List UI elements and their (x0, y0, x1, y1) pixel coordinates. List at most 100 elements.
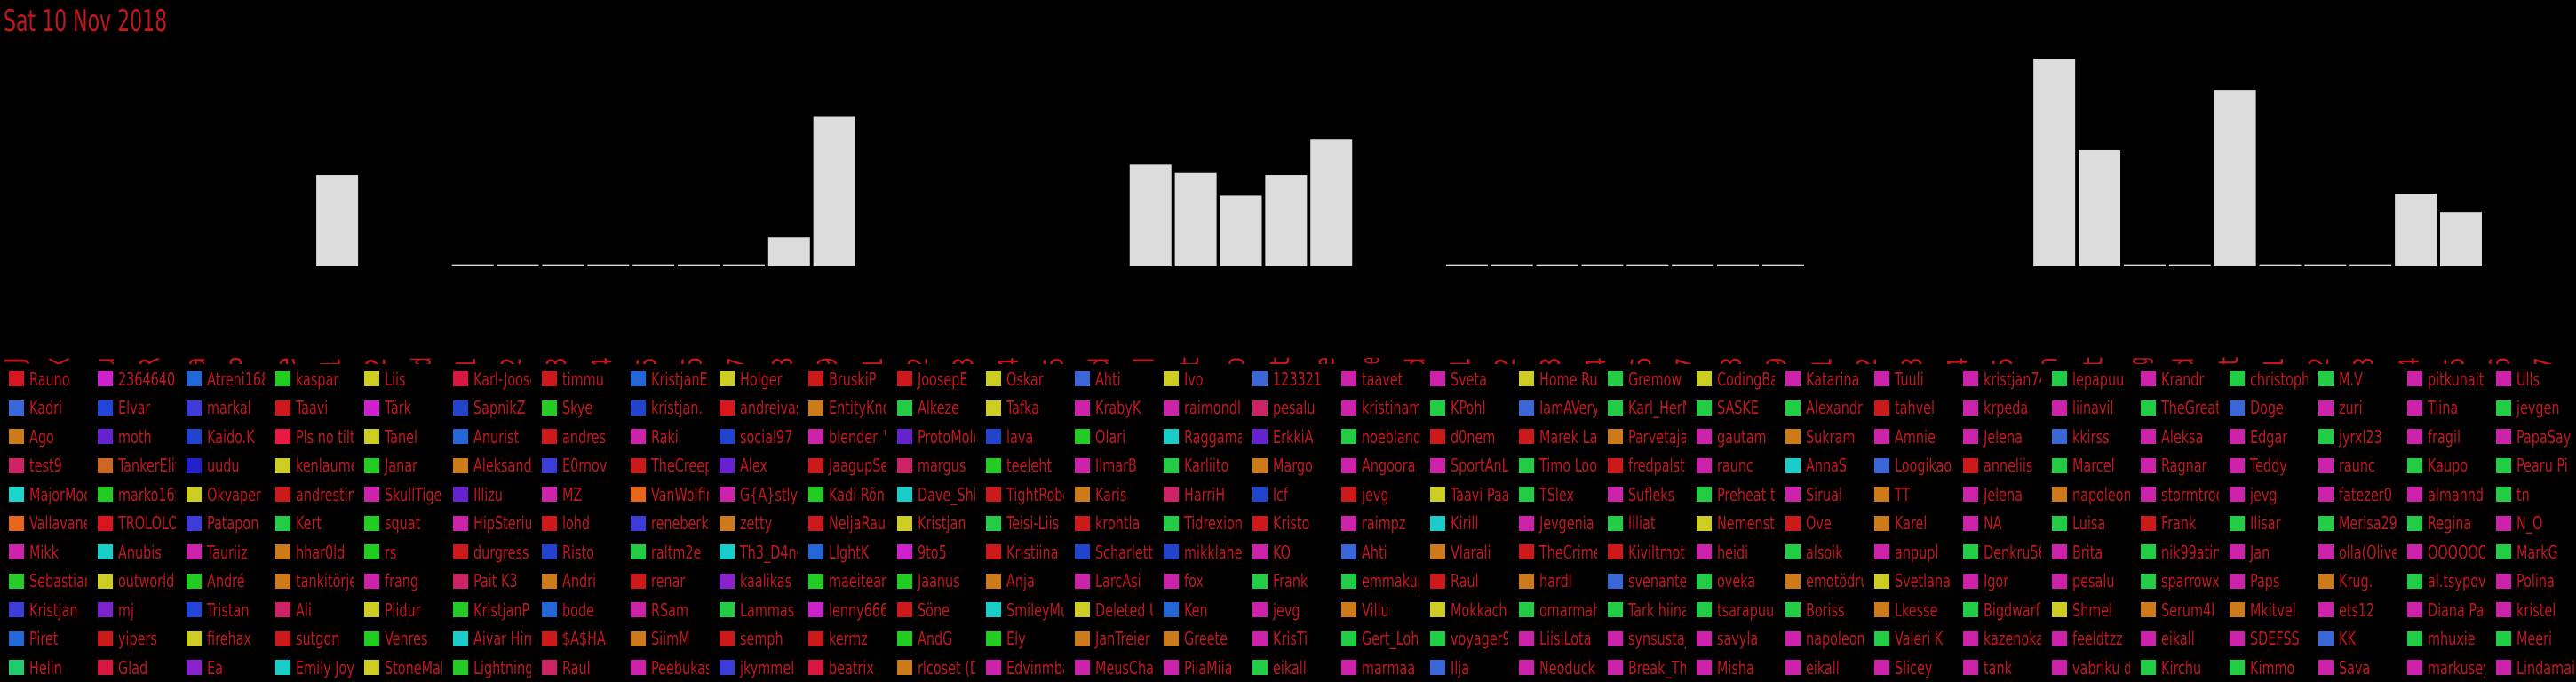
legend-item: mhuxie (2407, 624, 2485, 654)
legend-label: jyrxl23 (2339, 425, 2382, 448)
legend-label: Janar (385, 455, 417, 476)
legend-label: Ove (1806, 512, 1832, 534)
legend-swatch (98, 457, 113, 473)
legend-label: TheGreatL (2161, 397, 2219, 418)
legend-item: semph (720, 624, 798, 654)
legend-item: pesalu (2052, 567, 2130, 596)
category-label-food: food (1084, 357, 1115, 364)
legend-swatch (720, 371, 735, 386)
legend-swatch (897, 573, 912, 589)
legend-item: Emily Joy (275, 653, 354, 682)
legend-label: Lammas (740, 599, 795, 621)
legend-label: sutgon (296, 628, 340, 649)
legend-item: Jaanus (897, 567, 975, 596)
legend-label: Oskar (1006, 368, 1044, 390)
legend-label: Raggamas (1184, 425, 1242, 448)
legend-label: Ahti (1095, 368, 1121, 390)
legend-swatch (9, 630, 24, 646)
category-label-pr06: pr06 (1626, 357, 1658, 364)
legend-item: KO (1252, 537, 1331, 567)
legend-item: OOOOOOOO (2407, 537, 2485, 567)
legend-label: HarriH (1184, 483, 1226, 505)
legend-item: RSam (631, 595, 709, 624)
legend-label: TROLOLOL (118, 512, 176, 534)
legend-label: oveka (1717, 570, 1756, 591)
legend-label: rlcoset (D (918, 656, 975, 678)
legend-label: Frank (2161, 512, 2197, 534)
legend-swatch (986, 660, 1001, 675)
legend-swatch (1697, 630, 1712, 646)
legend-swatch (720, 573, 735, 589)
legend-label: test9 (29, 455, 62, 476)
legend-label: kkirss (2072, 425, 2110, 448)
legend-swatch (1164, 457, 1179, 473)
category-label-pr13: pr13 (1897, 357, 1928, 364)
legend-swatch (1697, 544, 1712, 559)
legend-label: maeiteami (829, 570, 886, 591)
legend-swatch (720, 457, 735, 473)
legend-label: Ea (207, 656, 223, 678)
legend-item: ets12 (2318, 595, 2397, 624)
legend-swatch (986, 544, 1001, 559)
legend-swatch (1963, 515, 1978, 531)
legend-label: semph (740, 628, 783, 649)
legend-swatch (98, 630, 113, 646)
legend-swatch (542, 429, 557, 444)
legend-item: TROLOLOL (98, 509, 176, 538)
legend-swatch (1430, 515, 1445, 531)
legend-label: PiiaMiia (1184, 656, 1233, 678)
legend-item: tankitörje (275, 567, 354, 596)
legend-swatch (631, 429, 646, 444)
legend-swatch (98, 515, 113, 531)
legend-label: SASKE (1717, 397, 1759, 418)
legend-label: Mkitvel (2250, 599, 2296, 621)
legend-swatch (2052, 660, 2067, 675)
legend-item: Home Run (1519, 364, 1597, 393)
legend-swatch (986, 371, 1001, 386)
legend-label: eikall (1273, 656, 1307, 678)
legend-item: Edvinmbal (986, 653, 1064, 682)
bar-pr02 (1491, 264, 1533, 266)
legend-item: Sveta (1430, 364, 1508, 393)
legend-label: moth (118, 425, 152, 448)
legend-label: SkullTiger (385, 483, 442, 505)
legend-item: raimondl (1164, 393, 1242, 423)
legend-label: jevg (2250, 483, 2278, 505)
bar-meme (1310, 139, 1353, 266)
bar-general (1129, 164, 1172, 266)
legend-label: HipSterius (473, 512, 531, 534)
legend-swatch (2230, 515, 2245, 531)
legend-label: Tiina (2428, 397, 2459, 418)
legend-swatch (98, 429, 113, 444)
legend-item: Nemenstu (1697, 509, 1775, 538)
legend-item: Mikk (9, 537, 87, 567)
legend-item: mj (98, 595, 176, 624)
legend-swatch (542, 660, 557, 675)
legend-swatch (2052, 487, 2067, 502)
category-label-videod: videod (2168, 357, 2199, 364)
bar-xp04 (2395, 194, 2437, 266)
legend-item: Boriss (1785, 595, 1864, 624)
legend-item: TT (1874, 480, 1952, 509)
legend-swatch (1252, 371, 1268, 386)
legend-item: almannd (2407, 480, 2485, 509)
legend-item: andrestim (275, 480, 354, 509)
legend-swatch (808, 660, 823, 675)
legend-swatch (1075, 630, 1090, 646)
legend-label: 23646404 (118, 368, 176, 390)
legend-item: rlcoset (D (897, 653, 975, 682)
legend-swatch (2141, 515, 2156, 531)
legend-swatch (1430, 630, 1445, 646)
legend-swatch (808, 429, 823, 444)
legend-swatch (631, 630, 646, 646)
legend-item: liliat (1608, 509, 1686, 538)
legend-item: Kimmo (2230, 653, 2308, 682)
bar-pr08 (1717, 264, 1760, 266)
legend-item: EntityKnow (808, 393, 886, 423)
legend-item: tahvel (1874, 393, 1952, 423)
legend-label: Kimmo (2250, 656, 2295, 678)
legend-item: Kristiina (986, 537, 1064, 567)
legend-swatch (1341, 400, 1356, 416)
legend-item: emotödrul (1785, 567, 1864, 596)
